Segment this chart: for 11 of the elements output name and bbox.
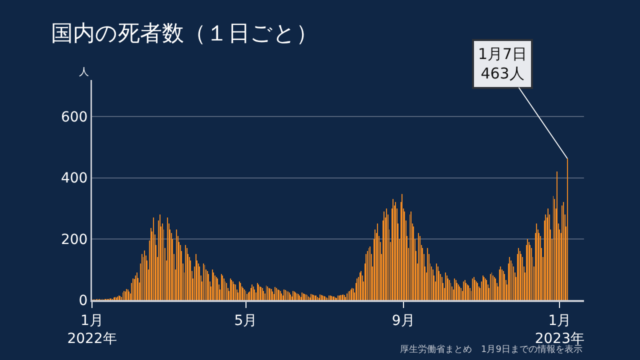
- x-tick-label: 9月: [392, 312, 415, 329]
- x-tick-label: 1月 2022年: [67, 312, 117, 347]
- annotation: 1月7日 463人: [478, 45, 528, 82]
- chart-title: 国内の死者数（１日ごと）: [51, 22, 318, 47]
- x-tick-label: 5月: [234, 312, 258, 329]
- y-axis-title: 人: [79, 67, 89, 78]
- y-tick-label: 200: [60, 232, 88, 248]
- y-tick-label: 400: [60, 170, 88, 187]
- text: 厚生労働省まとめ 1月9日までの情報を表示: [400, 344, 582, 355]
- y-tick-label: 600: [60, 110, 88, 126]
- y-tick-label: 0: [78, 292, 88, 309]
